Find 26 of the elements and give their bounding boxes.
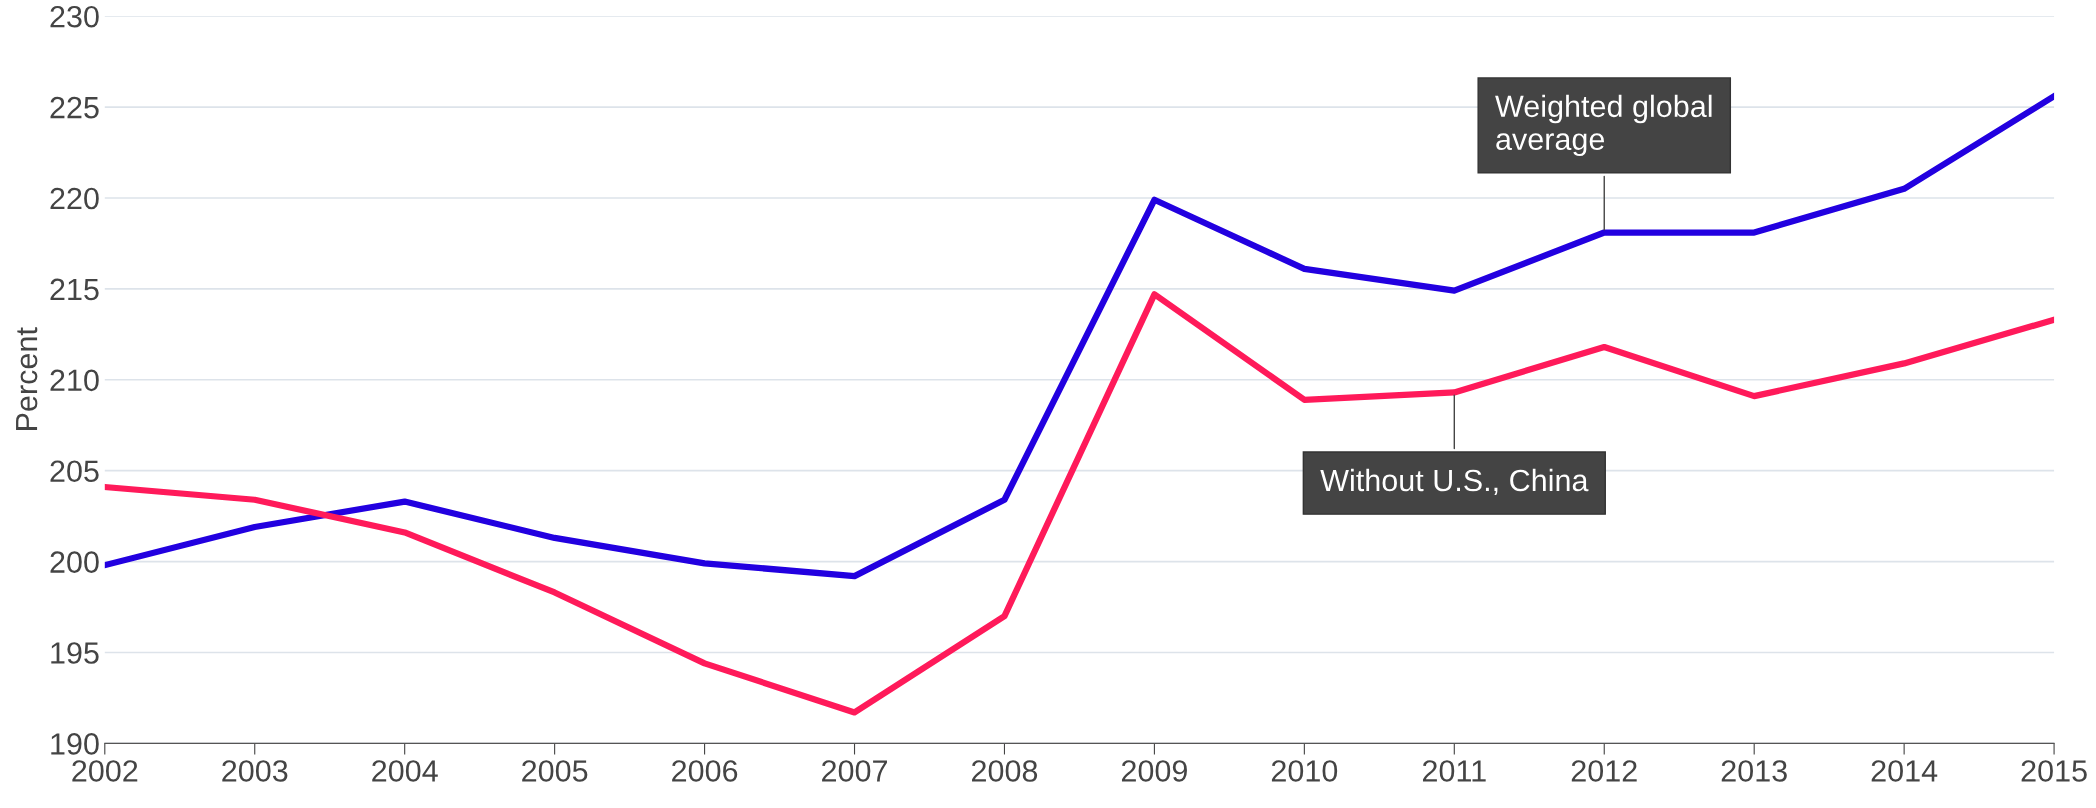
- x-tick-label: 2008: [972, 760, 1038, 782]
- x-tick-label: 2007: [822, 760, 887, 782]
- y-tick-label: 215: [50, 278, 99, 301]
- y-tick-label: 230: [50, 5, 99, 28]
- annotation: Without U.S., China: [1320, 468, 1589, 495]
- x-tick-label: 2015: [2021, 760, 2087, 782]
- y-tick-label: 205: [50, 460, 99, 483]
- y-tick-label: 225: [50, 96, 99, 119]
- x-tick-label: 2006: [672, 760, 738, 782]
- annotation: Weighted global average: [1495, 94, 1712, 157]
- x-tick-label: 2009: [1121, 760, 1187, 782]
- y-tick-label: 190: [51, 733, 99, 755]
- x-tick-label: 2005: [522, 760, 588, 782]
- x-tick-label: 2002: [72, 760, 138, 782]
- x-tick-label: 2012: [1571, 760, 1637, 782]
- y-tick-label: 210: [50, 369, 99, 392]
- x-tick-label: 2003: [222, 760, 288, 782]
- x-tick-label: 2014: [1871, 760, 1938, 782]
- y-tick-label: 220: [50, 187, 99, 210]
- x-tick-label: 2013: [1721, 760, 1787, 782]
- x-tick-label: 2004: [372, 760, 438, 782]
- y-axis-title: Percent: [16, 327, 38, 430]
- x-tick-label: 2010: [1271, 760, 1338, 782]
- y-tick-label: 200: [50, 551, 99, 573]
- x-tick-label: 2011: [1422, 760, 1486, 782]
- y-tick-label: 195: [51, 642, 99, 664]
